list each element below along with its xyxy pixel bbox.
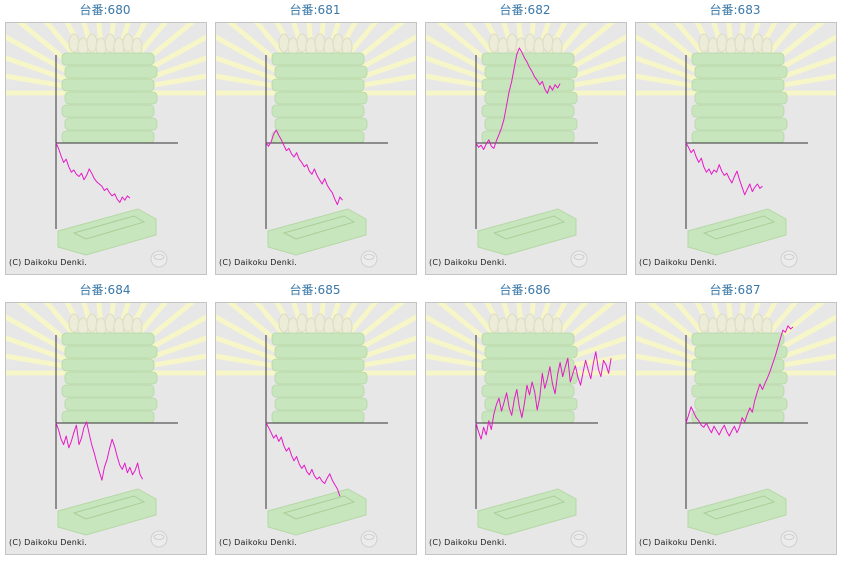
copyright-text: (C) Daikoku Denki. [219,258,298,267]
series-line-682 [475,47,561,150]
chart-panel: (C) Daikoku Denki. [425,22,627,275]
chart-panel: (C) Daikoku Denki. [635,302,837,555]
series-line-683 [685,142,763,196]
chart-title[interactable]: 台番:687 [709,283,761,297]
background-art [216,303,416,548]
background-art [636,303,836,548]
chart-panel: (C) Daikoku Denki. [215,302,417,555]
chart-svg [6,303,206,548]
copyright-text: (C) Daikoku Denki. [219,538,298,547]
chart-card-680: 台番:680 (C) Daikoku Denki. [0,0,210,280]
background-art [216,23,416,268]
copyright-text: (C) Daikoku Denki. [9,258,88,267]
background-art [6,23,206,268]
chart-card-683: 台番:683 (C) Daikoku Denki. [630,0,840,280]
chart-card-685: 台番:685 (C) Daikoku Denki. [210,280,420,560]
chart-card-682: 台番:682 (C) Daikoku Denki. [420,0,630,280]
chart-svg [216,23,416,268]
chart-svg [636,23,836,268]
chart-title[interactable]: 台番:684 [79,283,131,297]
chart-panel: (C) Daikoku Denki. [635,22,837,275]
chart-panel: (C) Daikoku Denki. [215,22,417,275]
copyright-text: (C) Daikoku Denki. [639,258,718,267]
series-line-687 [685,325,794,437]
chart-panel: (C) Daikoku Denki. [5,302,207,555]
chart-title[interactable]: 台番:681 [289,3,341,17]
series-line-684 [55,421,144,481]
chart-svg [216,303,416,548]
series-line-680 [55,142,131,203]
chart-card-686: 台番:686 (C) Daikoku Denki. [420,280,630,560]
chart-title[interactable]: 台番:680 [79,3,131,17]
copyright-text: (C) Daikoku Denki. [639,538,718,547]
background-art [6,303,206,548]
series-line-686 [475,351,612,440]
series-line-685 [265,422,341,497]
chart-title[interactable]: 台番:686 [499,283,551,297]
chart-svg [636,303,836,548]
chart-svg [6,23,206,268]
series-line-681 [265,129,343,206]
background-art [636,23,836,268]
chart-panel: (C) Daikoku Denki. [5,22,207,275]
chart-panel: (C) Daikoku Denki. [425,302,627,555]
chart-card-681: 台番:681 (C) Daikoku Denki. [210,0,420,280]
chart-title[interactable]: 台番:685 [289,283,341,297]
copyright-text: (C) Daikoku Denki. [429,258,508,267]
chart-title[interactable]: 台番:682 [499,3,551,17]
chart-svg [426,303,626,548]
copyright-text: (C) Daikoku Denki. [9,538,88,547]
copyright-text: (C) Daikoku Denki. [429,538,508,547]
chart-card-684: 台番:684 (C) Daikoku Denki. [0,280,210,560]
chart-card-687: 台番:687 (C) Daikoku Denki. [630,280,840,560]
background-art [426,303,626,548]
chart-svg [426,23,626,268]
chart-title[interactable]: 台番:683 [709,3,761,17]
